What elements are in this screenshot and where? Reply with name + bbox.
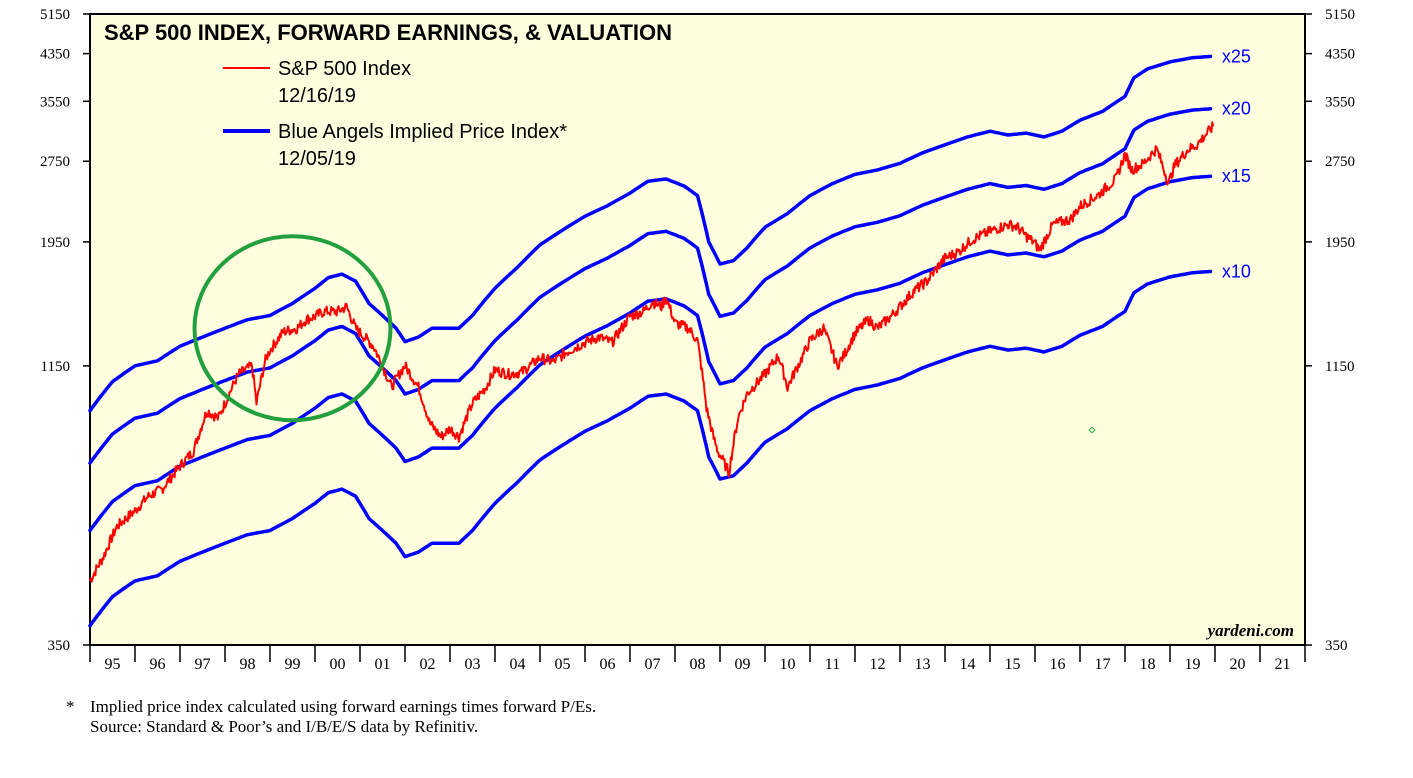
x-tick-label: 96 <box>150 656 166 673</box>
y-tick-label-left: 1950 <box>40 235 70 251</box>
footnote-marker: * <box>66 697 75 716</box>
x-tick-label: 07 <box>645 656 661 673</box>
y-tick-label-right: 1150 <box>1325 359 1354 375</box>
y-tick-label-right: 1950 <box>1325 235 1355 251</box>
chart-title: S&P 500 INDEX, FORWARD EARNINGS, & VALUA… <box>104 20 672 45</box>
x-tick-label: 18 <box>1140 656 1156 673</box>
implied-line-x10 <box>88 269 1213 628</box>
footnote: * Implied price index calculated using f… <box>66 697 596 737</box>
y-tick-label-right: 3550 <box>1325 94 1355 110</box>
footnote-line-2: Source: Standard & Poor’s and I/B/E/S da… <box>90 717 479 736</box>
x-tick-label: 12 <box>870 656 886 673</box>
x-tick-label: 08 <box>690 656 706 673</box>
implied-line-x15 <box>88 174 1213 533</box>
x-tick-label: 95 <box>105 656 121 673</box>
x-tick-label: 13 <box>915 656 931 673</box>
multiple-label-x25: x25 <box>1222 46 1251 66</box>
x-tick-label: 03 <box>465 656 481 673</box>
footnote-line-1: Implied price index calculated using for… <box>90 697 597 716</box>
plot-area <box>89 13 1306 646</box>
x-tick-label: 98 <box>240 656 256 673</box>
highlight-circle <box>192 234 393 423</box>
x-tick-label: 15 <box>1005 656 1021 673</box>
x-tick-label: 14 <box>960 656 976 673</box>
y-tick-label-left: 5150 <box>40 7 70 23</box>
y-tick-label-left: 4350 <box>40 47 70 63</box>
x-tick-label: 01 <box>375 656 391 673</box>
y-tick-label-right: 5150 <box>1325 7 1355 23</box>
x-tick-label: 00 <box>330 656 346 673</box>
x-tick-label: 06 <box>600 656 616 673</box>
x-tick-label: 17 <box>1095 656 1111 673</box>
x-tick-label: 16 <box>1050 656 1066 673</box>
sp500-line <box>89 121 1215 583</box>
y-tick-label-right: 2750 <box>1325 154 1355 170</box>
x-tick-label: 11 <box>825 656 840 673</box>
x-tick-label: 21 <box>1275 656 1291 673</box>
x-tick-label: 02 <box>420 656 436 673</box>
y-tick-label-left: 350 <box>48 638 71 654</box>
x-tick-label: 09 <box>735 656 751 673</box>
x-tick-label: 04 <box>510 656 526 673</box>
y-tick-label-left: 3550 <box>40 94 70 110</box>
legend-sp500-label: S&P 500 Index <box>278 58 411 80</box>
y-tick-label-right: 350 <box>1325 638 1348 654</box>
y-tick-label-left: 2750 <box>40 154 70 170</box>
x-tick-label: 05 <box>555 656 571 673</box>
legend-implied-label: Blue Angels Implied Price Index* <box>278 121 567 143</box>
stray-marker <box>1088 426 1096 434</box>
axis-ticks: 5150 5150 4350 4350 3550 3550 2750 2750 1950 1950… <box>40 7 1355 673</box>
implied-line-x25 <box>88 54 1213 413</box>
implied-line-x20 <box>88 107 1213 465</box>
x-tick-label: 99 <box>285 656 301 673</box>
x-tick-label: 97 <box>195 656 211 673</box>
x-tick-label: 10 <box>780 656 796 673</box>
legend-sp500-date: 12/16/19 <box>278 85 356 107</box>
legend-implied-date: 12/05/19 <box>278 148 356 170</box>
x-tick-label: 19 <box>1185 656 1201 673</box>
y-tick-label-right: 4350 <box>1325 47 1355 63</box>
multiple-label-x15: x15 <box>1222 166 1251 186</box>
credit-yardeni: yardeni.com <box>1206 621 1294 640</box>
multiple-label-x20: x20 <box>1222 99 1251 119</box>
multiple-label-x10: x10 <box>1222 261 1251 281</box>
y-tick-label-left: 1150 <box>41 359 70 375</box>
series-layer: x10 x15 x20 x25 <box>88 46 1251 628</box>
x-tick-label: 20 <box>1230 656 1246 673</box>
